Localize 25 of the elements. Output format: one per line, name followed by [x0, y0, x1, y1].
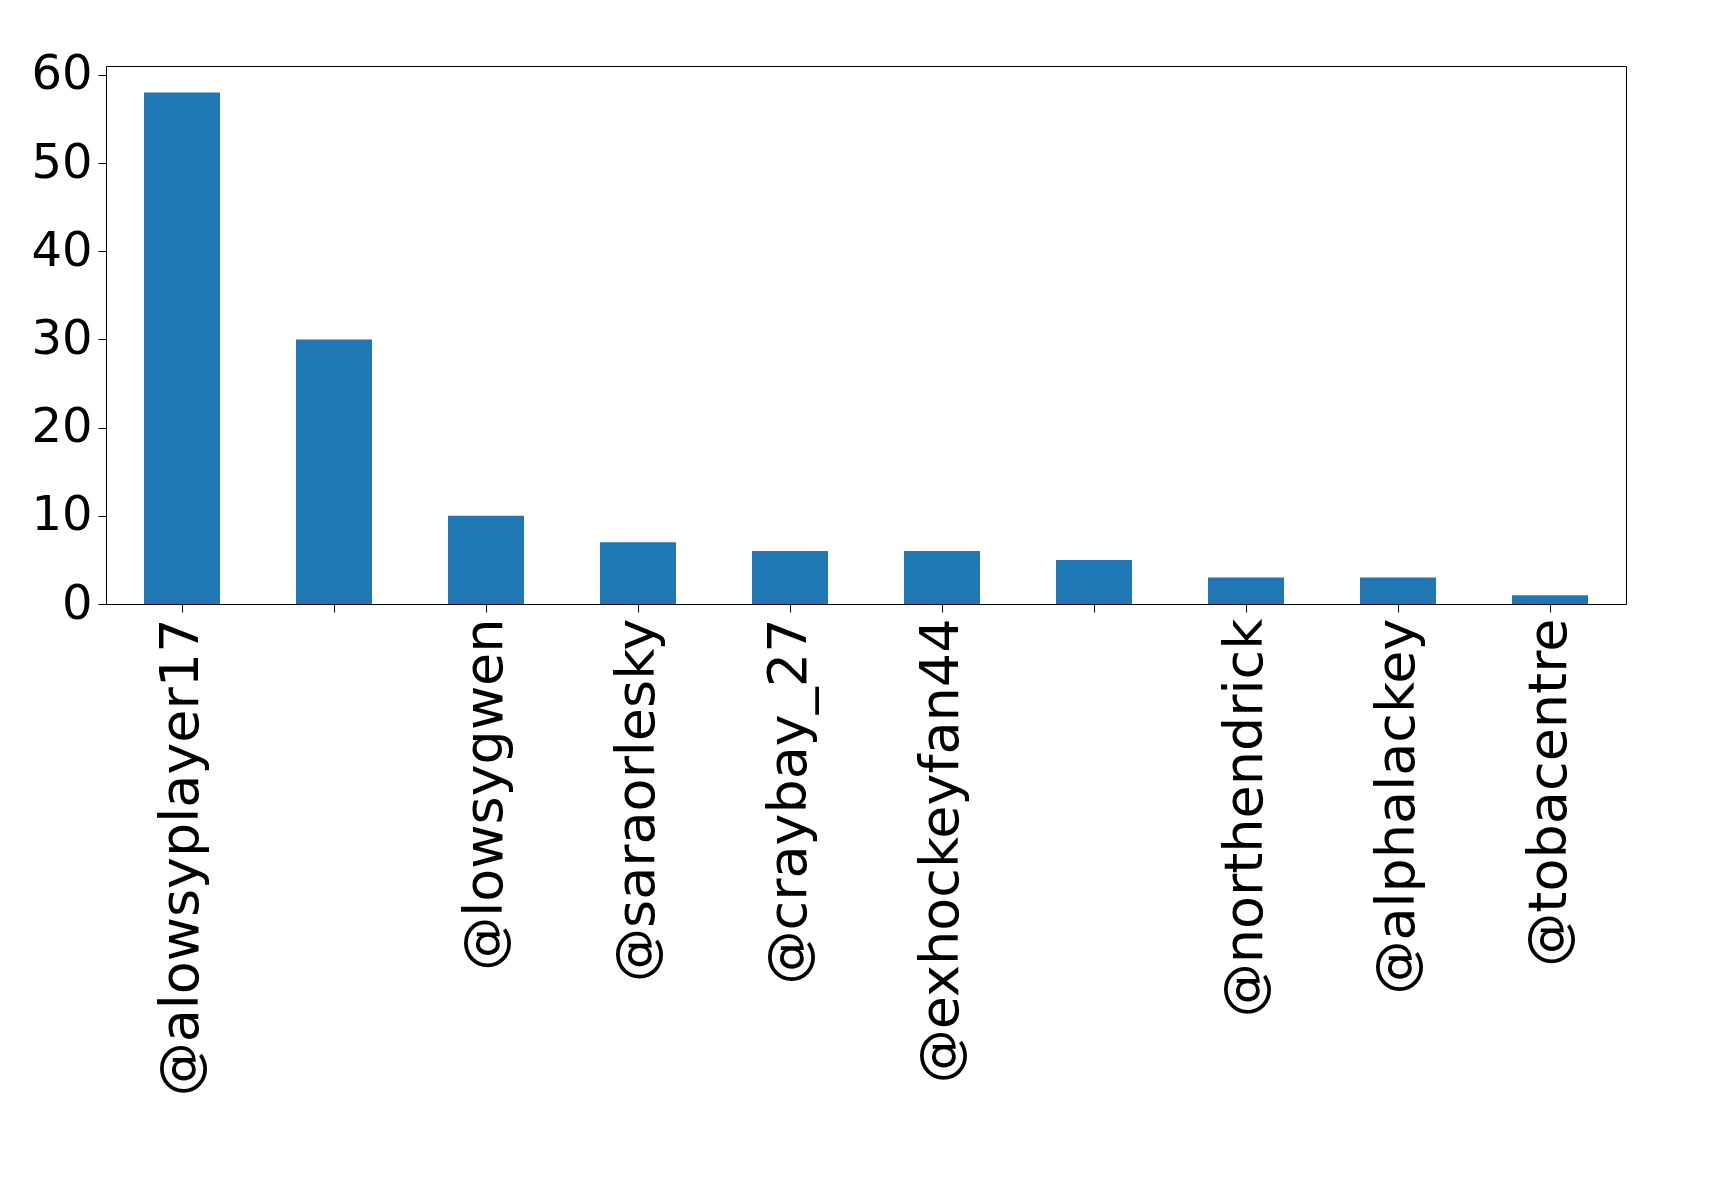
x-tick-label: @northendrick: [1212, 617, 1275, 1018]
y-tick-label: 50: [31, 132, 93, 189]
y-tick-label: 0: [61, 573, 93, 630]
bar: [1208, 577, 1284, 604]
bar: [600, 542, 676, 604]
x-tick-label: @tobacentre: [1516, 618, 1579, 967]
y-tick-label: 30: [31, 308, 93, 365]
x-tick-label: @saraorlesky: [604, 618, 667, 982]
x-tick-label: @lowsygwen: [452, 618, 515, 971]
x-tick-label: @craybay_27: [756, 618, 819, 985]
bar: [1512, 595, 1588, 604]
bar: [1360, 577, 1436, 604]
bar: [904, 551, 980, 604]
bar: [144, 92, 220, 604]
bar: [296, 339, 372, 604]
x-tick-label: @alphalackey: [1364, 618, 1427, 995]
y-tick-label: 60: [31, 44, 93, 101]
x-tick-label: @alowsyplayer17: [148, 618, 211, 1097]
bar: [1056, 559, 1132, 604]
y-tick-label: 20: [31, 397, 93, 454]
y-tick-label: 40: [31, 220, 93, 277]
x-tick-label: @exhockeyfan44: [908, 618, 971, 1084]
bar: [448, 515, 524, 604]
bar: [752, 551, 828, 604]
y-tick-label: 10: [31, 485, 93, 542]
